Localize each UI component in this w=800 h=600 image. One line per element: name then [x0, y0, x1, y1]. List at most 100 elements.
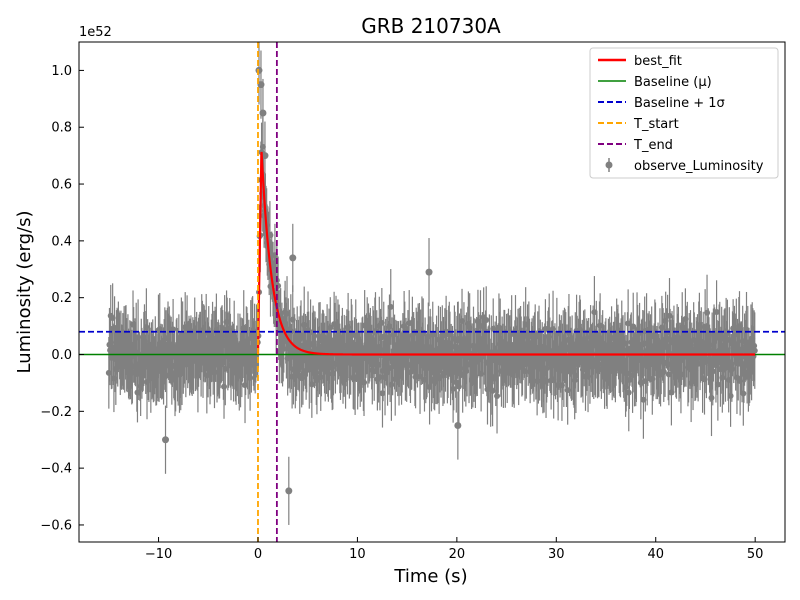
observation-point	[597, 322, 604, 329]
observation-point	[236, 372, 243, 379]
observation-point	[425, 268, 433, 276]
observation-point	[106, 341, 113, 348]
observation-point	[255, 66, 263, 74]
observation-point	[712, 362, 719, 369]
observation-point	[200, 358, 207, 365]
legend-baseline-sigma-label: Baseline + 1σ	[634, 96, 725, 111]
plot-frame	[78, 41, 786, 543]
observation-point	[110, 375, 117, 382]
y-tick-label: 0.2	[51, 291, 72, 306]
x-tick-label: 0	[254, 547, 262, 562]
observation-point	[709, 348, 716, 355]
observation-point	[709, 368, 716, 375]
observation-point	[278, 332, 285, 339]
y-tick-label: −0.4	[40, 462, 72, 477]
observation-point	[182, 361, 189, 368]
observation-point	[379, 390, 386, 397]
observation-point	[706, 355, 713, 362]
observation-point	[446, 340, 453, 347]
observation-point	[175, 342, 182, 349]
observation-point	[259, 143, 266, 150]
observation-point	[284, 310, 291, 317]
observation-point	[411, 364, 418, 371]
observation-point	[221, 383, 228, 390]
observation-point	[628, 339, 635, 346]
observation-point	[579, 366, 586, 373]
legend: best_fit Baseline (μ) Baseline + 1σ T_st…	[589, 47, 779, 179]
observation-point	[261, 152, 269, 160]
observation-point	[388, 381, 395, 388]
observation-point	[206, 354, 213, 361]
observation-point	[281, 316, 288, 323]
observation-point	[348, 339, 355, 346]
observation-point	[463, 345, 470, 352]
observation-point	[398, 365, 405, 372]
legend-t-end-label: T_end	[633, 138, 673, 153]
observation-point	[445, 364, 452, 371]
observation-point	[572, 372, 579, 379]
observation-point	[285, 487, 293, 495]
observation-point	[326, 353, 333, 360]
observation-point	[466, 361, 473, 368]
observation-point	[666, 312, 673, 319]
observation-point	[406, 320, 413, 327]
observation-point	[342, 376, 349, 383]
observation-point	[504, 369, 511, 376]
observation-point	[452, 360, 459, 367]
observation-point	[677, 371, 684, 378]
observation-point	[294, 357, 301, 364]
observation-point	[429, 331, 436, 338]
observation-point	[658, 324, 665, 331]
observation-point	[347, 360, 354, 367]
observation-point	[495, 355, 502, 362]
observation-point	[307, 329, 314, 336]
observation-point	[662, 317, 669, 324]
observation-point	[417, 373, 424, 380]
observation-point	[219, 342, 226, 349]
observation-point	[496, 341, 503, 348]
plot-area	[79, 42, 785, 542]
observation-point	[513, 354, 520, 361]
observation-point	[370, 337, 377, 344]
observation-point	[233, 355, 240, 362]
observation-point	[565, 329, 572, 336]
legend-observation-marker	[605, 161, 613, 169]
observation-point	[682, 315, 689, 322]
observation-point	[596, 334, 603, 341]
observation-point	[289, 316, 296, 323]
observation-point	[558, 382, 565, 389]
observation-point	[345, 324, 352, 331]
observation-point	[417, 341, 424, 348]
observation-point	[450, 368, 457, 375]
x-axis: −10 0 10 20 30 40 50	[145, 537, 763, 562]
observation-point	[700, 339, 707, 346]
observation-point	[162, 359, 169, 366]
observation-point	[487, 367, 494, 374]
observation-point	[478, 370, 485, 377]
observation-point	[714, 381, 721, 388]
observation-point	[222, 338, 229, 345]
observation-point	[455, 335, 462, 342]
observation-point	[219, 333, 226, 340]
observation-point	[649, 376, 656, 383]
observation-point	[361, 379, 368, 386]
x-tick-label: −10	[145, 547, 172, 562]
observation-point	[466, 324, 473, 331]
observation-point	[644, 363, 651, 370]
legend-best-fit-label: best_fit	[634, 54, 682, 69]
observation-point	[433, 347, 440, 354]
observation-point	[609, 368, 616, 375]
observation-point	[719, 374, 726, 381]
observation-point	[280, 345, 287, 352]
observation-point	[472, 373, 479, 380]
observation-point	[675, 341, 682, 348]
observation-point	[740, 390, 747, 397]
observation-point	[135, 334, 142, 341]
observation-point	[162, 436, 170, 444]
observation-point	[313, 369, 320, 376]
observation-point	[220, 359, 227, 366]
observation-point	[545, 333, 552, 340]
observation-point	[209, 335, 216, 342]
observation-point	[595, 361, 602, 368]
y-tick-label: −0.2	[40, 405, 72, 420]
